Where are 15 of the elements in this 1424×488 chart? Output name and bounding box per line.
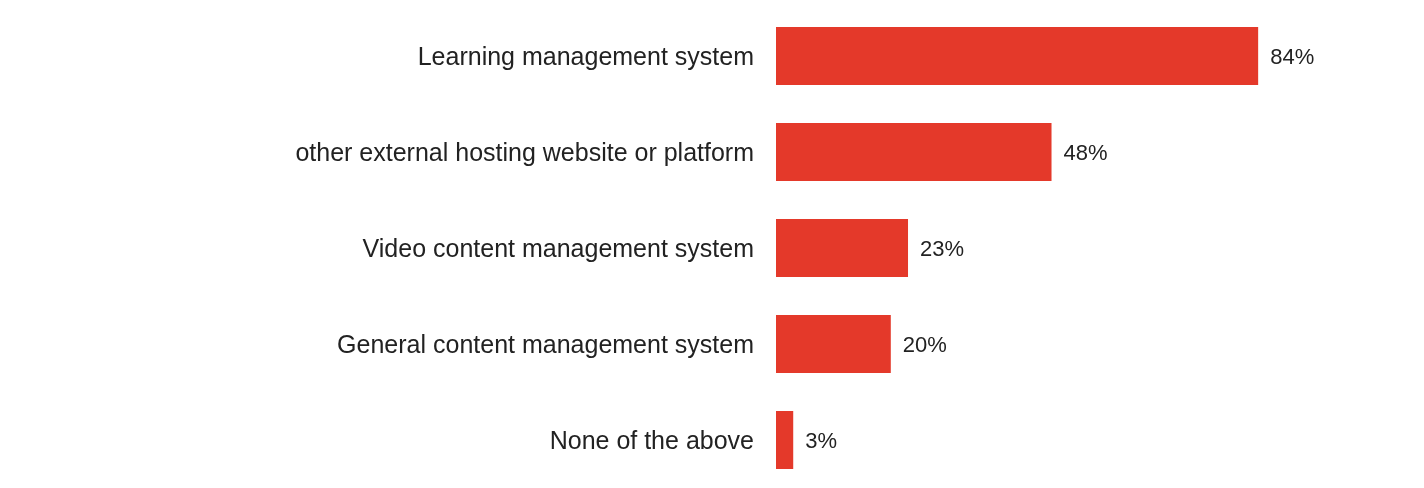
data-label: 48%: [1063, 139, 1108, 165]
bar: [776, 27, 1259, 85]
bar: [776, 411, 794, 469]
data-label: 20%: [902, 331, 947, 357]
data-label: 3%: [805, 427, 838, 453]
bar: [776, 123, 1052, 181]
data-label: 23%: [920, 235, 965, 261]
y-tick-label: Video content management system: [362, 234, 754, 262]
data-label: 84%: [1270, 43, 1315, 69]
y-tick-label: None of the above: [549, 426, 754, 454]
bar: [776, 315, 891, 373]
bar: [776, 219, 909, 277]
y-tick-label: Learning management system: [417, 42, 754, 70]
y-tick-label: General content management system: [337, 330, 754, 358]
y-tick-label: other external hosting website or platform: [295, 138, 754, 166]
